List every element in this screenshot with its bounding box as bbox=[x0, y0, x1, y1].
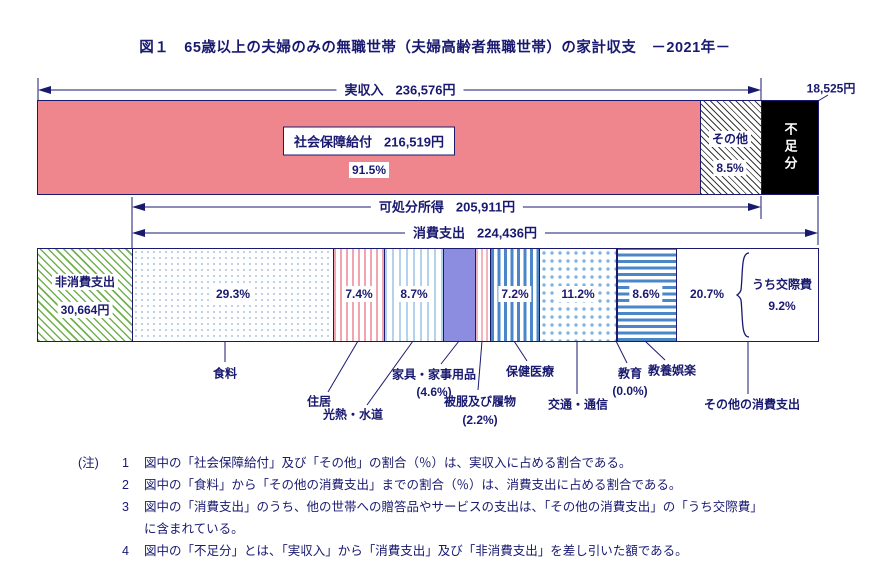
other-income-percent: 8.5% bbox=[713, 160, 747, 176]
percent-housing: 7.4% bbox=[342, 286, 376, 302]
non-consumption-segment bbox=[38, 249, 132, 341]
segment-transport bbox=[539, 249, 616, 341]
percent-medical: 7.2% bbox=[498, 286, 532, 302]
label-recreation: 教養娯楽 bbox=[647, 363, 697, 378]
non-consumption-value: 30,664円 bbox=[57, 302, 113, 318]
percent-food: 29.3% bbox=[212, 286, 254, 302]
percent-utilities: 8.7% bbox=[397, 286, 431, 302]
label-furniture-pct: (4.6%) bbox=[416, 385, 452, 399]
percent-other-consumption: 20.7% bbox=[689, 287, 725, 301]
label-education-pct: (0.0%) bbox=[612, 384, 648, 398]
segment-clothing bbox=[475, 249, 490, 341]
income-arrow-label: 実収入 236,576円 bbox=[336, 81, 464, 99]
label-clothing-pct: (2.2%) bbox=[462, 413, 498, 427]
note-3: 3 図中の「消費支出」のうち、他の世帯への贈答品やサービスの支出は、「その他の消… bbox=[122, 500, 763, 536]
notes-section: (注) 1 図中の「社会保障給付」及び「その他」の割合（％）は、実収入に占める割… bbox=[78, 452, 763, 562]
label-clothing: 被服及び履物 bbox=[443, 394, 517, 409]
label-housing: 住居 bbox=[306, 394, 332, 409]
note-4: 4 図中の「不足分」とは、「実収入」から「消費支出」及び「非消費支出」を差し引い… bbox=[122, 544, 688, 558]
shortage-amount-label: 18,525円 bbox=[806, 81, 856, 96]
shortage-vertical-label: 不足分 bbox=[782, 122, 798, 173]
social-security-percent: 91.5% bbox=[348, 162, 390, 178]
segment-furniture bbox=[443, 249, 475, 341]
note-mark: (注) bbox=[78, 456, 99, 470]
shortage-segment: 不足分 bbox=[761, 101, 818, 194]
percent-recreation: 8.6% bbox=[629, 286, 663, 302]
note-2: 2 図中の「食料」から「その他の消費支出」までの割合（％）は、消費支出に占める割… bbox=[122, 478, 682, 492]
other-income-label: その他 bbox=[708, 131, 752, 147]
label-transport: 交通・通信 bbox=[547, 397, 609, 412]
label-medical: 保健医療 bbox=[505, 364, 555, 379]
note-list: 1 図中の「社会保障給付」及び「その他」の割合（％）は、実収入に占める割合である… bbox=[122, 452, 763, 562]
kousaihi-label: うち交際費 bbox=[751, 277, 813, 292]
percent-transport: 11.2% bbox=[558, 286, 598, 302]
label-furniture: 家具・家事用品 bbox=[391, 367, 477, 382]
label-food: 食料 bbox=[212, 366, 238, 381]
note-1: 1 図中の「社会保障給付」及び「その他」の割合（％）は、実収入に占める割合である… bbox=[122, 456, 632, 470]
other-income-segment bbox=[700, 101, 761, 194]
label-other-consumption: その他の消費支出 bbox=[703, 397, 801, 412]
disposable-arrow-label: 可処分所得 205,911円 bbox=[370, 198, 524, 216]
social-security-label-box: 社会保障給付 216,519円 bbox=[282, 126, 456, 156]
consumption-arrow-label: 消費支出 224,436円 bbox=[404, 224, 546, 242]
label-utilities: 光熱・水道 bbox=[322, 407, 384, 422]
non-consumption-label: 非消費支出 bbox=[51, 274, 119, 290]
label-education: 教育 bbox=[617, 366, 643, 381]
segment-education bbox=[616, 249, 617, 341]
figure-title: 図１ 65歳以上の夫婦のみの無職世帯（夫婦高齢者無職世帯）の家計収支 －2021… bbox=[139, 40, 731, 56]
kousaihi-percent: 9.2% bbox=[768, 299, 796, 313]
income-bar: 不足分 bbox=[37, 100, 819, 195]
